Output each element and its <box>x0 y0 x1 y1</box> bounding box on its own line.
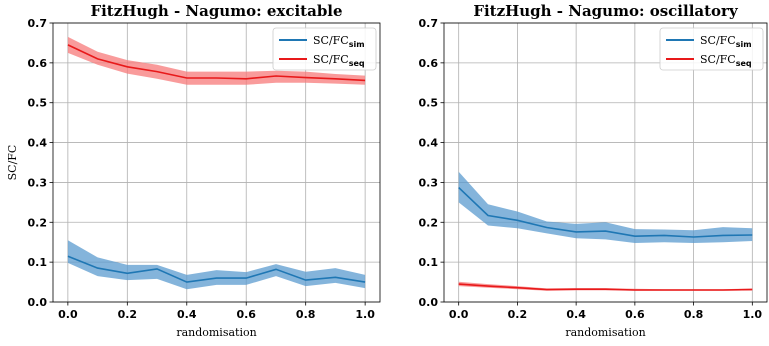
y-tick-label: 0.2 <box>419 216 439 229</box>
legend-label-seq: SC/FCseq <box>700 53 752 68</box>
x-tick-label: 0.2 <box>118 308 138 321</box>
x-tick-label: 0.0 <box>58 308 78 321</box>
legend: SC/FCsim SC/FCseq <box>659 27 764 71</box>
chart-panel-2: 0.0 0.2 0.4 0.6 0.8 1.0 0.0 0.1 0.2 0.3 0.4 0.5 0.6 0… <box>419 2 768 339</box>
x-tick-label: 0.4 <box>177 308 197 321</box>
y-tick-label: 0.6 <box>419 57 439 70</box>
x-tick-label: 0.0 <box>449 308 469 321</box>
y-tick-label: 0.2 <box>28 216 48 229</box>
y-tick-label: 0.4 <box>419 137 439 150</box>
series-line-sim <box>458 187 753 238</box>
x-tick-label: 0.8 <box>296 308 316 321</box>
y-tick-label: 0.1 <box>419 256 439 269</box>
y-tick-label: 0.0 <box>419 296 439 309</box>
y-tick-label: 0.1 <box>28 256 48 269</box>
chart-title: FitzHugh - Nagumo: excitable <box>90 2 342 20</box>
y-tick-label: 0.0 <box>28 296 48 309</box>
y-axis-label: SC/FC <box>6 145 19 181</box>
band-sim <box>458 171 753 243</box>
band-sim <box>67 240 366 290</box>
x-tick-label: 0.4 <box>566 308 586 321</box>
y-tick-label: 0.3 <box>419 176 439 189</box>
legend: SC/FCsim SC/FCseq <box>272 27 377 71</box>
x-tick-label: 0.2 <box>508 308 528 321</box>
series-line-sim <box>67 255 366 283</box>
chart-title: FitzHugh - Nagumo: oscillatory <box>473 2 739 20</box>
y-tick-label: 0.7 <box>28 17 48 30</box>
y-tick-label: 0.3 <box>28 176 48 189</box>
band-seq <box>67 36 366 85</box>
y-tick-label: 0.6 <box>28 57 48 70</box>
legend-label-sim: SC/FCsim <box>700 34 752 49</box>
x-tick-label: 0.6 <box>236 308 256 321</box>
chart-panel-1: 0.0 0.2 0.4 0.6 0.8 1.0 0.0 0.1 0.2 0.3 0.4 0.5 0.6 0… <box>6 2 381 339</box>
y-tick-label: 0.7 <box>419 17 439 30</box>
plot-frame <box>52 22 381 303</box>
x-tick-label: 1.0 <box>355 308 375 321</box>
x-tick-label: 1.0 <box>743 308 763 321</box>
x-axis-label: randomisation <box>176 326 256 339</box>
legend-label-sim: SC/FCsim <box>313 34 365 49</box>
plot-frame <box>443 22 768 303</box>
y-tick-label: 0.5 <box>28 97 48 110</box>
legend-label-seq: SC/FCseq <box>313 53 365 68</box>
x-tick-label: 0.8 <box>684 308 704 321</box>
y-tick-label: 0.4 <box>28 137 48 150</box>
x-axis-label: randomisation <box>565 326 645 339</box>
x-tick-label: 0.6 <box>625 308 645 321</box>
y-tick-label: 0.5 <box>419 97 439 110</box>
series-line-seq <box>458 283 753 291</box>
